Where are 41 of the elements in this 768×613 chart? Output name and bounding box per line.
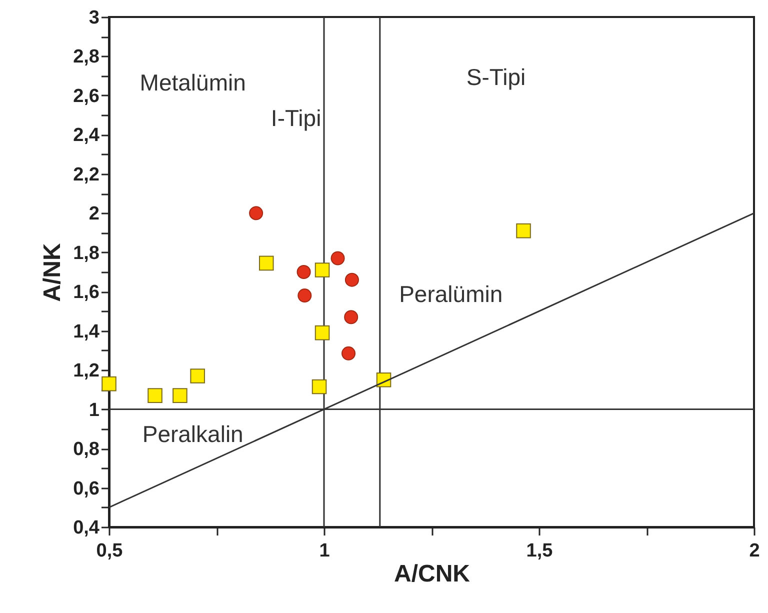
y-tick-label: 3 xyxy=(88,8,100,28)
x-tick-label: 1,5 xyxy=(526,540,554,562)
y-tick-label: 2,8 xyxy=(73,46,100,68)
annotation: S-Tipi xyxy=(466,64,526,90)
point xyxy=(314,325,330,340)
point xyxy=(330,251,345,266)
x-tick-label: 0,5 xyxy=(96,540,124,562)
point xyxy=(102,376,116,392)
point xyxy=(314,262,330,278)
y-tick-label: 0,4 xyxy=(73,518,100,538)
point xyxy=(312,379,327,394)
y-axis-title: A/NK xyxy=(39,242,66,302)
point xyxy=(344,310,358,324)
x-tick-label: 1 xyxy=(319,540,330,562)
y-tick-label: 1,8 xyxy=(73,242,100,264)
y-tick-label: 1,2 xyxy=(73,360,100,382)
point xyxy=(190,368,205,384)
point xyxy=(148,388,162,403)
point xyxy=(298,288,312,303)
point xyxy=(516,223,531,238)
y-tick-label: 2 xyxy=(88,204,100,225)
point xyxy=(344,272,359,287)
point xyxy=(258,256,274,271)
y-tick-label: 2,2 xyxy=(73,164,100,186)
x-axis-title: A/CNK xyxy=(394,560,471,588)
y-tick-label: 0,8 xyxy=(73,439,100,460)
y-tick-label: 2,4 xyxy=(73,125,100,146)
annotation: I-Tipi xyxy=(270,105,322,131)
annotation: Peralümin xyxy=(399,280,503,307)
annotation: Peralkalin xyxy=(142,421,244,448)
point xyxy=(249,206,264,220)
point xyxy=(341,346,356,360)
point xyxy=(296,264,311,280)
y-tick-label: 2,6 xyxy=(73,86,100,107)
x-tick-label: 2 xyxy=(749,540,760,562)
y-tick-label: 1 xyxy=(88,400,100,421)
y-tick-label: 1,4 xyxy=(73,321,100,342)
point xyxy=(172,388,188,403)
y-tick-label: 1,6 xyxy=(73,282,100,304)
y-tick-label: 0,6 xyxy=(73,478,100,500)
annotation: Metalümin xyxy=(140,69,246,96)
